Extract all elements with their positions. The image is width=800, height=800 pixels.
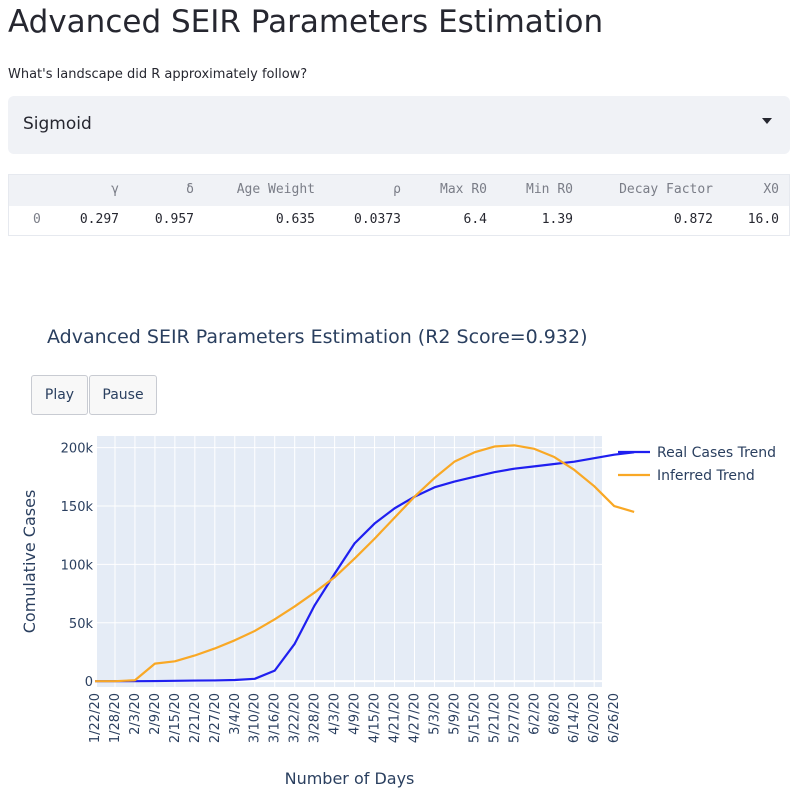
table-cell: 6.4 xyxy=(463,212,487,227)
table-cell: 0.957 xyxy=(154,212,194,227)
x-tick-label: 4/21/20 xyxy=(388,693,403,743)
page-title: Advanced SEIR Parameters Estimation xyxy=(8,4,604,40)
x-tick-label: 2/27/20 xyxy=(208,693,223,743)
column-header-decay-factor: Decay Factor xyxy=(619,182,713,197)
table-cell: 0.872 xyxy=(673,212,713,227)
legend-label: Inferred Trend xyxy=(657,468,755,484)
parameters-table: γ δ Age Weight ρ Max R0 Min R0 Decay Fac… xyxy=(8,174,790,236)
x-tick-label: 3/16/20 xyxy=(268,693,283,743)
x-tick-label: 3/22/20 xyxy=(288,693,303,743)
table-cell: 0.297 xyxy=(79,212,119,227)
x-tick-label: 3/10/20 xyxy=(248,693,263,743)
select-question-label: What's landscape did R approximately fol… xyxy=(8,67,308,82)
x-tick-label: 2/9/20 xyxy=(148,693,163,735)
table-cell: 16.0 xyxy=(747,212,779,227)
x-tick-label: 4/9/20 xyxy=(348,693,363,735)
y-tick-label: 150k xyxy=(61,500,94,515)
x-tick-label: 4/15/20 xyxy=(368,693,383,743)
y-tick-label: 100k xyxy=(61,558,94,573)
x-tick-label: 5/3/20 xyxy=(427,693,442,735)
column-header-x0: X0 xyxy=(763,182,779,197)
y-axis-title: Comulative Cases xyxy=(20,490,39,634)
column-header-age-weight: Age Weight xyxy=(236,182,315,197)
x-tick-label: 2/21/20 xyxy=(188,693,203,743)
chart-title: Advanced SEIR Parameters Estimation (R2 … xyxy=(47,326,588,348)
legend-label: Real Cases Trend xyxy=(657,445,776,461)
real-cases-line xyxy=(95,451,635,683)
pause-button[interactable]: Pause xyxy=(89,375,157,415)
x-tick-label: 6/2/20 xyxy=(527,693,542,735)
column-header-min-r0: Min R0 xyxy=(526,182,573,197)
column-header-max-r0: Max R0 xyxy=(440,182,487,197)
y-tick-label: 50k xyxy=(69,617,94,632)
play-button[interactable]: Play xyxy=(31,375,88,415)
table-cell: 0.635 xyxy=(275,212,315,227)
x-tick-label: 5/15/20 xyxy=(467,693,482,743)
chevron-down-icon[interactable] xyxy=(762,118,772,124)
column-header-gamma: γ xyxy=(111,182,119,197)
table-cell: 1.39 xyxy=(541,212,573,227)
x-tick-label: 4/27/20 xyxy=(407,693,422,743)
column-header-rho: ρ xyxy=(393,182,401,197)
x-axis-title: Number of Days xyxy=(285,769,415,788)
x-tick-label: 3/28/20 xyxy=(308,693,323,743)
plot-background xyxy=(97,436,602,687)
x-tick-label: 5/9/20 xyxy=(447,693,462,735)
x-tick-label: 4/3/20 xyxy=(328,693,343,735)
x-tick-label: 6/26/20 xyxy=(607,693,622,743)
landscape-select[interactable]: Sigmoid xyxy=(8,96,790,154)
y-tick-label: 200k xyxy=(61,442,94,457)
y-tick-label: 0 xyxy=(85,675,93,690)
select-value: Sigmoid xyxy=(23,114,92,134)
x-tick-label: 1/22/20 xyxy=(88,693,103,743)
x-tick-label: 6/8/20 xyxy=(547,693,562,735)
x-tick-label: 5/27/20 xyxy=(507,693,522,743)
x-tick-label: 2/15/20 xyxy=(168,693,183,743)
x-tick-label: 3/4/20 xyxy=(228,693,243,735)
column-header-delta: δ xyxy=(186,182,194,197)
inferred-trend-line xyxy=(95,444,635,683)
table-cell: 0.0373 xyxy=(354,212,401,227)
x-tick-label: 6/14/20 xyxy=(567,693,582,743)
x-tick-label: 2/3/20 xyxy=(128,693,143,735)
x-tick-label: 1/28/20 xyxy=(108,693,123,743)
x-tick-label: 6/20/20 xyxy=(587,693,602,743)
line-chart: 0 50k 100k 150k 200k 1/22/20 1/28/20 2/3/20 2/9/… xyxy=(20,436,776,788)
table-header-row xyxy=(9,175,789,206)
row-index: 0 xyxy=(33,212,41,227)
x-tick-label: 5/21/20 xyxy=(487,693,502,743)
